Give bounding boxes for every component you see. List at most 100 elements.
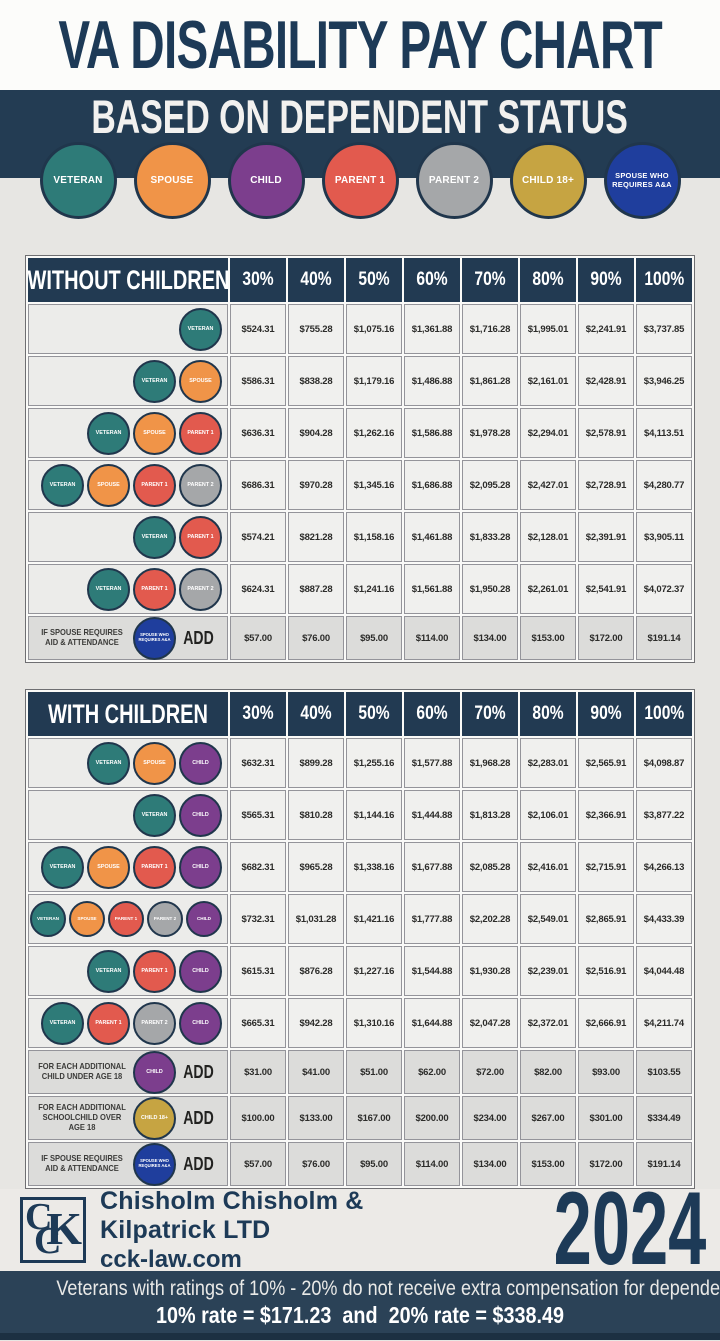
pay-value: $1,950.28 bbox=[469, 583, 511, 595]
pay-value: $1,833.28 bbox=[469, 531, 511, 543]
pay-value: $1,861.28 bbox=[469, 375, 511, 387]
page-subtitle: BASED ON DEPENDENT STATUS bbox=[91, 90, 629, 143]
pay-value-cell: $51.00 bbox=[346, 1050, 402, 1094]
pay-table-without-children: WITHOUT CHILDREN 30% 40% 50% 60% 70% 80% 90% 100… bbox=[25, 255, 695, 663]
pay-value: $100.00 bbox=[241, 1112, 275, 1124]
pay-value-cell: $4,113.51 bbox=[636, 408, 692, 458]
pay-value-cell: $31.00 bbox=[230, 1050, 286, 1094]
pay-value: $2,372.01 bbox=[527, 1017, 569, 1029]
pay-value-cell: $524.31 bbox=[230, 304, 286, 354]
title-bar: VA DISABILITY PAY CHART bbox=[0, 0, 720, 90]
pay-value-cell: $1,813.28 bbox=[462, 790, 518, 840]
pay-value: $93.00 bbox=[592, 1066, 620, 1078]
pay-value-cell: $624.31 bbox=[230, 564, 286, 614]
pay-value: $114.00 bbox=[415, 632, 449, 644]
pay-value-cell: $1,262.16 bbox=[346, 408, 402, 458]
pay-value-cell: $821.28 bbox=[288, 512, 344, 562]
pay-value: $134.00 bbox=[473, 1158, 507, 1170]
pay-value-cell: $172.00 bbox=[578, 616, 634, 660]
pay-value-cell: $3,737.85 bbox=[636, 304, 692, 354]
pay-value: $2,427.01 bbox=[527, 479, 569, 491]
rate-column-label: 90% bbox=[590, 703, 622, 724]
pay-value: $2,865.91 bbox=[585, 913, 627, 925]
pay-value-cell: $1,861.28 bbox=[462, 356, 518, 406]
pay-value: $574.21 bbox=[241, 531, 275, 543]
bottom-note-band: Veterans with ratings of 10% - 20% do no… bbox=[0, 1271, 720, 1340]
pay-value-cell: $876.28 bbox=[288, 946, 344, 996]
pay-value: $191.14 bbox=[647, 632, 681, 644]
pay-value: $2,541.91 bbox=[585, 583, 627, 595]
pay-value-cell: $1,444.88 bbox=[404, 790, 460, 840]
spouse-circle: SPOUSE bbox=[87, 463, 130, 507]
dependents-cell: VETERAN SPOUSE bbox=[28, 356, 228, 406]
rate-column-header-60: 60% bbox=[404, 258, 460, 302]
pay-value: $2,261.01 bbox=[527, 583, 569, 595]
rate-column-header-90: 90% bbox=[578, 692, 634, 736]
pay-value-cell: $1,544.88 bbox=[404, 946, 460, 996]
pay-value: $624.31 bbox=[241, 583, 275, 595]
pay-value: $234.00 bbox=[473, 1112, 507, 1124]
pay-value: $1,777.88 bbox=[411, 913, 453, 925]
pay-value: $4,433.39 bbox=[643, 913, 685, 925]
pay-value: $2,283.01 bbox=[527, 757, 569, 769]
rate-column-header-40: 40% bbox=[288, 258, 344, 302]
dependents-cell: VETERAN SPOUSE PARENT 1 CHILD bbox=[28, 842, 228, 892]
pay-value-cell: $2,047.28 bbox=[462, 998, 518, 1048]
pay-value-cell: $2,106.01 bbox=[520, 790, 576, 840]
pay-value-cell: $1,978.28 bbox=[462, 408, 518, 458]
firm-name: Chisholm Chisholm & Kilpatrick LTD bbox=[100, 1186, 364, 1244]
pay-value: $1,586.88 bbox=[411, 427, 453, 439]
pay-value: $1,644.88 bbox=[411, 1017, 453, 1029]
pay-value: $1,677.88 bbox=[411, 861, 453, 873]
pay-value: $1,995.01 bbox=[527, 323, 569, 335]
parent-2-circle: PARENT 2 bbox=[179, 463, 222, 507]
pay-value: $2,549.01 bbox=[527, 913, 569, 925]
pay-value-cell: $1,486.88 bbox=[404, 356, 460, 406]
pay-value: $1,241.16 bbox=[353, 583, 395, 595]
rate-column-label: 80% bbox=[532, 703, 564, 724]
pay-value-cell: $134.00 bbox=[462, 1142, 518, 1186]
note-line-2: 10% rate = $171.23 and 20% rate = $338.4… bbox=[156, 1302, 564, 1329]
pay-value: $2,366.91 bbox=[585, 809, 627, 821]
legend: VETERAN SPOUSE CHILD PARENT 1 PARENT 2 CHILD … bbox=[0, 142, 720, 219]
pay-value-cell: $334.49 bbox=[636, 1096, 692, 1140]
rate-column-header-30: 30% bbox=[230, 258, 286, 302]
rate-column-label: 60% bbox=[416, 703, 448, 724]
pay-value-cell: $1,677.88 bbox=[404, 842, 460, 892]
pay-value: $172.00 bbox=[589, 632, 623, 644]
pay-value-cell: $586.31 bbox=[230, 356, 286, 406]
pay-value: $1,686.88 bbox=[411, 479, 453, 491]
rate-column-label: 70% bbox=[474, 269, 506, 290]
pay-value-cell: $1,361.88 bbox=[404, 304, 460, 354]
pay-value-cell: $95.00 bbox=[346, 616, 402, 660]
pay-value: $904.28 bbox=[299, 427, 333, 439]
pay-value: $1,461.88 bbox=[411, 531, 453, 543]
parent-2-circle: PARENT 2 bbox=[415, 142, 493, 219]
pay-value-cell: $1,968.28 bbox=[462, 738, 518, 788]
pay-value: $1,227.16 bbox=[353, 965, 395, 977]
pay-value-cell: $2,202.28 bbox=[462, 894, 518, 944]
rate-column-label: 30% bbox=[242, 269, 274, 290]
pay-value: $3,905.11 bbox=[644, 531, 684, 543]
rate-column-label: 40% bbox=[300, 703, 332, 724]
pay-value-cell: $2,715.91 bbox=[578, 842, 634, 892]
spouse-who-requires-a-a-circle: SPOUSE WHO REQUIRES A&A bbox=[603, 142, 681, 219]
rate-column-label: 100% bbox=[644, 703, 684, 724]
pay-value-cell: $2,578.91 bbox=[578, 408, 634, 458]
pay-value-cell: $114.00 bbox=[404, 616, 460, 660]
page-title: VA DISABILITY PAY CHART bbox=[58, 7, 662, 83]
add-row-label: IF SPOUSE REQUIRES AID & ATTENDANCE bbox=[41, 627, 123, 647]
pay-value-cell: $4,433.39 bbox=[636, 894, 692, 944]
pay-value: $31.00 bbox=[244, 1066, 272, 1078]
pay-value-cell: $2,128.01 bbox=[520, 512, 576, 562]
pay-value: $2,666.91 bbox=[585, 1017, 627, 1029]
pay-value: $1,338.16 bbox=[353, 861, 395, 873]
pay-value: $3,946.25 bbox=[643, 375, 685, 387]
pay-value-cell: $57.00 bbox=[230, 616, 286, 660]
parent-2-circle: PARENT 2 bbox=[147, 901, 183, 937]
pay-value: $2,241.91 bbox=[585, 323, 627, 335]
pay-value-cell: $41.00 bbox=[288, 1050, 344, 1094]
pay-value-cell: $2,549.01 bbox=[520, 894, 576, 944]
pay-value-cell: $2,095.28 bbox=[462, 460, 518, 510]
pay-value-cell: $665.31 bbox=[230, 998, 286, 1048]
